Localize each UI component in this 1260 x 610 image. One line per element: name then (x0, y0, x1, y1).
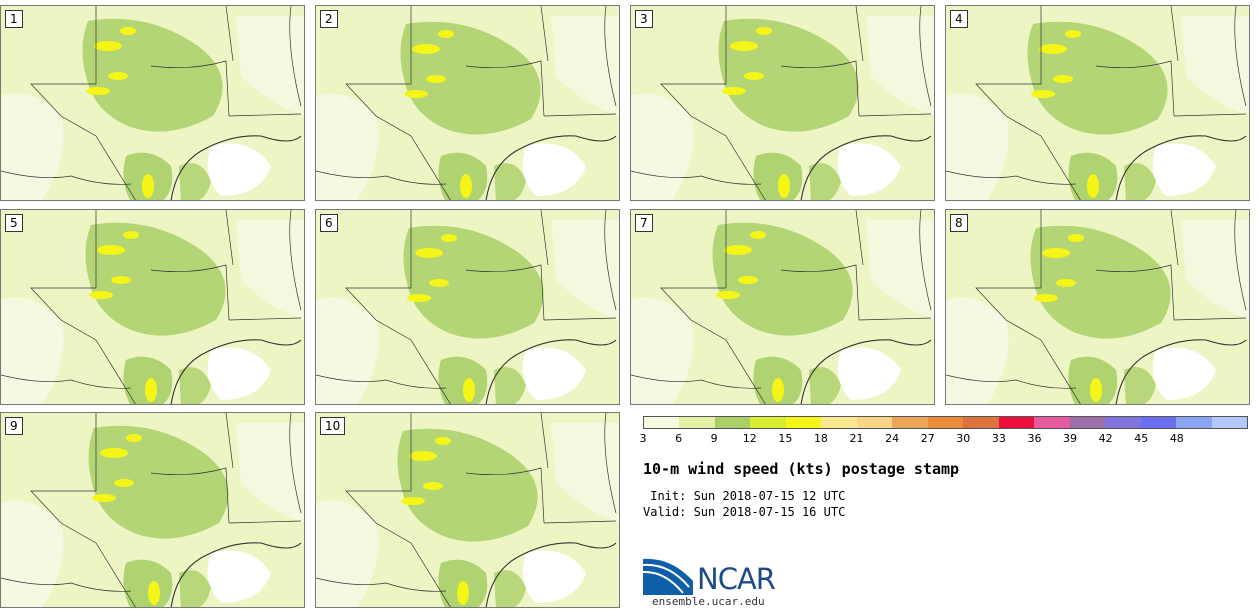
colorbar-tick-label: 24 (885, 432, 900, 445)
colorbar-segment (1034, 417, 1070, 428)
colorbar-tick-label: 9 (710, 432, 718, 445)
forecast-panel-7: 7 (630, 209, 935, 405)
forecast-panel-4: 4 (945, 5, 1250, 201)
member-label: 2 (320, 10, 338, 28)
colorbar-tick-label: 21 (849, 432, 864, 445)
colorbar-tick-label: 42 (1098, 432, 1113, 445)
init-time: Init: Sun 2018-07-15 12 UTC (643, 489, 846, 503)
colorbar-segment (927, 417, 964, 428)
colorbar-segment (714, 417, 751, 428)
forecast-panel-8: 8 (945, 209, 1250, 405)
colorbar-segment (856, 417, 893, 428)
wind-map (316, 6, 619, 200)
logo-text: NCAR (697, 562, 776, 596)
forecast-panel-1: 1 (0, 5, 305, 201)
colorbar-segment (1105, 417, 1141, 428)
member-label: 3 (635, 10, 653, 28)
colorbar-tick-label: 36 (1027, 432, 1042, 445)
wind-map (946, 210, 1249, 404)
wind-map (316, 210, 619, 404)
forecast-panel-2: 2 (315, 5, 620, 201)
wind-map (1, 210, 304, 404)
colorbar-segment (821, 417, 857, 428)
forecast-panel-6: 6 (315, 209, 620, 405)
colorbar-tick-label: 30 (956, 432, 971, 445)
colorbar-tick-label: 15 (778, 432, 793, 445)
wind-map (1, 413, 304, 607)
colorbar-tick-label: 18 (813, 432, 828, 445)
member-label: 6 (320, 214, 338, 232)
wind-map (946, 6, 1249, 200)
colorbar-tick-label: 48 (1169, 432, 1184, 445)
valid-time: Valid: Sun 2018-07-15 16 UTC (643, 505, 846, 519)
colorbar-segment (679, 417, 715, 428)
forecast-panel-3: 3 (630, 5, 935, 201)
colorbar-segment (1176, 417, 1212, 428)
colorbar-segment (963, 417, 999, 428)
colorbar (643, 416, 1248, 429)
colorbar-tick-label: 39 (1063, 432, 1078, 445)
ncar-logo-icon (643, 558, 693, 595)
forecast-panel-10: 10 (315, 412, 620, 608)
member-label: 10 (320, 417, 346, 435)
member-label: 8 (950, 214, 968, 232)
colorbar-tick-label: 12 (742, 432, 757, 445)
logo-url: ensemble.ucar.edu (652, 595, 765, 608)
colorbar-tick-label: 3 (639, 432, 647, 445)
colorbar-tick-label: 45 (1134, 432, 1149, 445)
colorbar-tick-label: 33 (991, 432, 1006, 445)
wind-map (316, 413, 619, 607)
colorbar-segment (750, 417, 786, 428)
member-label: 1 (5, 10, 23, 28)
wind-map (631, 6, 934, 200)
wind-map (631, 210, 934, 404)
colorbar-segment (892, 417, 928, 428)
colorbar-segment (644, 417, 680, 428)
colorbar-segment (1069, 417, 1106, 428)
member-label: 4 (950, 10, 968, 28)
member-label: 7 (635, 214, 653, 232)
wind-map (1, 6, 304, 200)
forecast-panel-9: 9 (0, 412, 305, 608)
colorbar-segment (998, 417, 1035, 428)
member-label: 5 (5, 214, 23, 232)
colorbar-tick-label: 6 (675, 432, 683, 445)
figure-title: 10-m wind speed (kts) postage stamp (643, 460, 960, 478)
colorbar-segment (785, 417, 822, 428)
colorbar-tick-label: 27 (920, 432, 935, 445)
member-label: 9 (5, 417, 23, 435)
colorbar-segment (1140, 417, 1177, 428)
forecast-panel-5: 5 (0, 209, 305, 405)
colorbar-segment (1211, 417, 1247, 428)
